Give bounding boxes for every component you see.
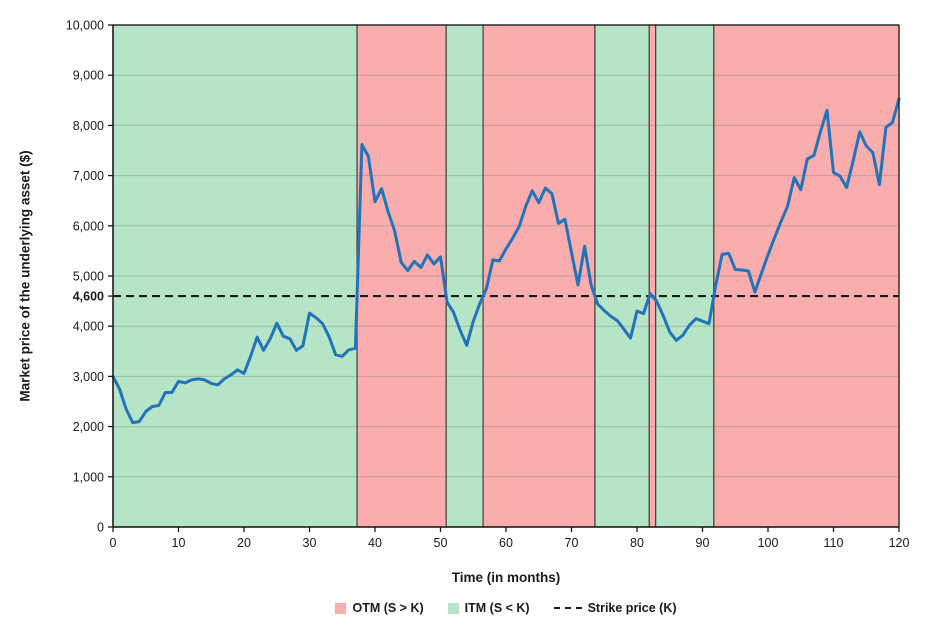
y-axis-title: Market price of the underlying asset ($) [17, 150, 33, 402]
region-otm [356, 24, 447, 528]
y-tick-label: 10,000 [66, 19, 104, 33]
legend-item-itm: ITM (S < K) [447, 601, 530, 615]
legend: OTM (S > K) ITM (S < K) Strike price (K) [113, 601, 899, 615]
region-itm [112, 24, 358, 528]
region-otm [713, 24, 900, 528]
x-tick-label: 110 [824, 536, 844, 550]
y-tick-label: 6,000 [73, 219, 104, 233]
legend-strike-label: Strike price (K) [587, 601, 677, 615]
strike-dash-icon [553, 607, 582, 609]
region-itm [594, 24, 650, 528]
x-tick-label: 50 [434, 536, 448, 550]
legend-item-otm: OTM (S > K) [335, 601, 424, 615]
x-tick-label: 40 [368, 536, 382, 550]
y-tick-label: 5,000 [73, 270, 104, 284]
itm-swatch-icon [447, 602, 459, 614]
y-tick-label: 9,000 [73, 69, 104, 83]
x-tick-label: 90 [696, 536, 710, 550]
price-line [111, 97, 901, 425]
y-tick-label: 4,000 [73, 320, 104, 334]
x-tick-label: 60 [499, 536, 513, 550]
x-tick-label: 20 [237, 536, 251, 550]
region-itm [655, 24, 715, 528]
x-axis-title: Time (in months) [451, 570, 561, 585]
x-tick-label: 80 [630, 536, 644, 550]
otm-swatch-icon [335, 602, 347, 614]
y-tick-label: 7,000 [73, 169, 104, 183]
legend-itm-label: ITM (S < K) [464, 601, 530, 615]
x-tick-label: 120 [889, 536, 910, 550]
x-tick-label: 100 [758, 536, 779, 550]
legend-item-strike: Strike price (K) [553, 601, 677, 615]
y-tick-label: 0 [97, 521, 104, 535]
y-tick-label: 2,000 [73, 420, 104, 434]
legend-otm-label: OTM (S > K) [352, 601, 424, 615]
x-tick-label: 30 [303, 536, 317, 550]
y-tick-label: 1,000 [73, 470, 104, 484]
x-tick-label: 0 [110, 536, 117, 550]
x-tick-label: 70 [565, 536, 579, 550]
y-tick-label: 3,000 [73, 370, 104, 384]
x-tick-label: 10 [172, 536, 186, 550]
strike-price-label: 4,600 [73, 290, 104, 304]
y-tick-label: 8,000 [73, 119, 104, 133]
